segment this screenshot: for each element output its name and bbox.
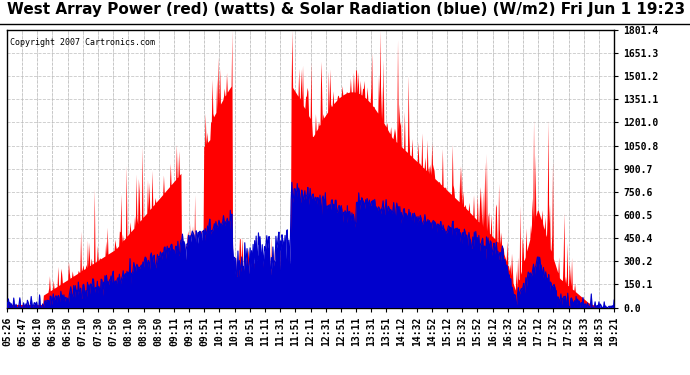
Text: Copyright 2007 Cartronics.com: Copyright 2007 Cartronics.com [10, 38, 155, 47]
Text: West Array Power (red) (watts) & Solar Radiation (blue) (W/m2) Fri Jun 1 19:23: West Array Power (red) (watts) & Solar R… [7, 2, 685, 17]
